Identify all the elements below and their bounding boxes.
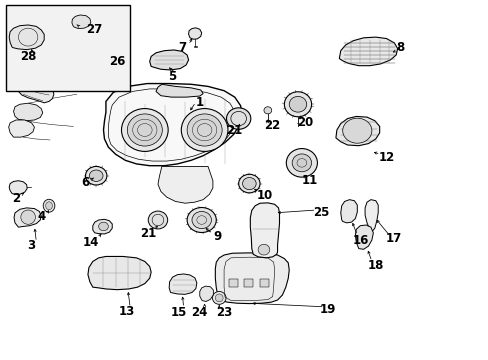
Polygon shape	[14, 208, 41, 227]
Ellipse shape	[226, 108, 250, 129]
Polygon shape	[200, 286, 213, 301]
Polygon shape	[88, 256, 151, 290]
Text: 24: 24	[191, 306, 207, 319]
Text: 14: 14	[83, 236, 100, 249]
Ellipse shape	[215, 294, 223, 302]
Bar	[6, 5, 130, 91]
Polygon shape	[14, 103, 42, 121]
Ellipse shape	[181, 109, 227, 152]
Polygon shape	[149, 50, 188, 70]
Text: 2: 2	[12, 192, 20, 205]
Text: 8: 8	[395, 41, 404, 54]
Polygon shape	[340, 200, 357, 223]
Polygon shape	[103, 84, 242, 166]
Ellipse shape	[242, 177, 256, 190]
Ellipse shape	[212, 292, 225, 304]
Ellipse shape	[127, 114, 162, 146]
Ellipse shape	[89, 170, 103, 181]
Ellipse shape	[258, 244, 269, 255]
Polygon shape	[215, 253, 288, 303]
Text: 4: 4	[37, 210, 45, 223]
Bar	[260, 279, 268, 287]
Text: 27: 27	[86, 23, 102, 36]
Ellipse shape	[238, 174, 260, 193]
Ellipse shape	[45, 202, 52, 210]
Ellipse shape	[121, 109, 168, 152]
Ellipse shape	[288, 96, 306, 112]
Ellipse shape	[21, 210, 35, 224]
Polygon shape	[16, 76, 54, 103]
Polygon shape	[158, 166, 212, 203]
Text: 18: 18	[367, 258, 383, 271]
Polygon shape	[365, 200, 377, 232]
Ellipse shape	[99, 222, 108, 231]
Ellipse shape	[192, 211, 211, 229]
Text: 28: 28	[20, 50, 36, 63]
Polygon shape	[250, 203, 279, 258]
Text: 1: 1	[195, 96, 203, 109]
Polygon shape	[188, 28, 201, 39]
Polygon shape	[355, 225, 372, 249]
Text: 12: 12	[378, 150, 394, 164]
Text: 10: 10	[256, 189, 272, 202]
Text: 9: 9	[213, 230, 222, 243]
Polygon shape	[156, 84, 203, 97]
Polygon shape	[9, 120, 34, 137]
Text: 15: 15	[170, 306, 187, 319]
Ellipse shape	[342, 118, 371, 143]
Text: 16: 16	[352, 234, 368, 247]
Text: 6: 6	[81, 176, 89, 189]
Polygon shape	[169, 274, 197, 294]
Ellipse shape	[284, 92, 311, 117]
Polygon shape	[72, 15, 91, 28]
Bar	[244, 279, 253, 287]
Text: 3: 3	[27, 239, 36, 252]
Ellipse shape	[43, 199, 55, 212]
Text: 5: 5	[168, 70, 176, 83]
Ellipse shape	[187, 207, 216, 233]
Ellipse shape	[286, 149, 317, 177]
Text: 21: 21	[225, 124, 242, 137]
Text: 19: 19	[319, 303, 336, 316]
Text: 17: 17	[386, 233, 402, 246]
Text: 23: 23	[216, 306, 232, 319]
Ellipse shape	[187, 114, 222, 146]
Text: 21: 21	[140, 227, 156, 240]
Text: 20: 20	[297, 116, 313, 129]
Text: 26: 26	[109, 55, 125, 68]
Text: 11: 11	[302, 174, 318, 187]
Text: 13: 13	[119, 305, 135, 318]
Polygon shape	[93, 219, 112, 234]
Text: 25: 25	[312, 206, 329, 219]
Text: 7: 7	[178, 41, 186, 54]
Text: 22: 22	[264, 119, 280, 132]
Ellipse shape	[264, 107, 271, 114]
Ellipse shape	[85, 166, 107, 185]
Ellipse shape	[148, 211, 167, 229]
Polygon shape	[335, 116, 379, 146]
Polygon shape	[339, 37, 397, 66]
Bar	[228, 279, 237, 287]
Polygon shape	[9, 25, 44, 50]
Polygon shape	[9, 181, 27, 194]
Ellipse shape	[291, 154, 311, 172]
